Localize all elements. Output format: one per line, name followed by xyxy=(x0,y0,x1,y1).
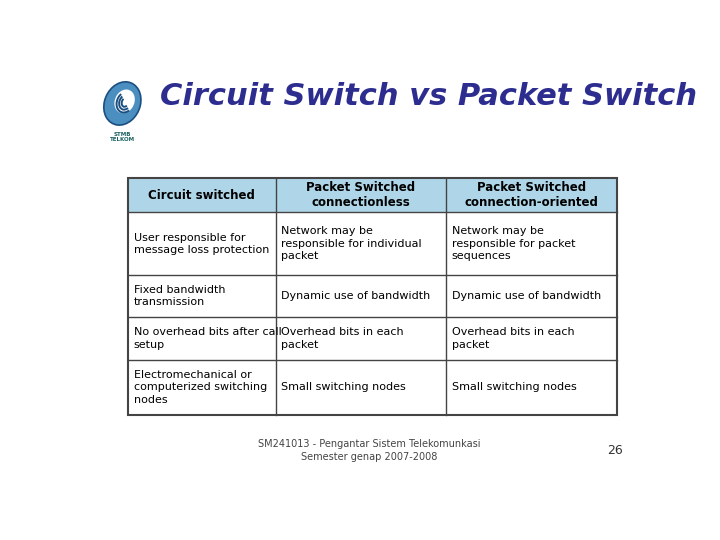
Text: Fixed bandwidth
transmission: Fixed bandwidth transmission xyxy=(133,285,225,307)
Ellipse shape xyxy=(114,90,135,113)
Bar xyxy=(128,178,617,415)
Text: Packet Switched
connection-oriented: Packet Switched connection-oriented xyxy=(464,181,598,210)
Text: Electromechanical or
computerized switching
nodes: Electromechanical or computerized switch… xyxy=(133,370,267,404)
Text: Packet Switched
connectionless: Packet Switched connectionless xyxy=(306,181,415,210)
Text: Small switching nodes: Small switching nodes xyxy=(451,382,577,393)
Text: Overhead bits in each
packet: Overhead bits in each packet xyxy=(281,327,404,349)
Text: Network may be
responsible for packet
sequences: Network may be responsible for packet se… xyxy=(451,226,575,261)
Text: 26: 26 xyxy=(607,444,623,457)
Text: Circuit Switch vs Packet Switch: Circuit Switch vs Packet Switch xyxy=(160,82,697,111)
Text: Small switching nodes: Small switching nodes xyxy=(281,382,406,393)
Ellipse shape xyxy=(104,82,141,125)
Text: Dynamic use of bandwidth: Dynamic use of bandwidth xyxy=(281,291,431,301)
Text: User responsible for
message loss protection: User responsible for message loss protec… xyxy=(133,233,269,255)
Bar xyxy=(128,178,617,212)
Text: No overhead bits after call
setup: No overhead bits after call setup xyxy=(133,327,282,349)
Text: Circuit switched: Circuit switched xyxy=(148,188,255,201)
Text: SM241013 - Pengantar Sistem Telekomunkasi
Semester genap 2007-2008: SM241013 - Pengantar Sistem Telekomunkas… xyxy=(258,439,480,462)
Text: Overhead bits in each
packet: Overhead bits in each packet xyxy=(451,327,575,349)
Text: Network may be
responsible for individual
packet: Network may be responsible for individua… xyxy=(281,226,422,261)
Text: Dynamic use of bandwidth: Dynamic use of bandwidth xyxy=(451,291,601,301)
Text: STMB
TELKOM: STMB TELKOM xyxy=(110,132,135,142)
